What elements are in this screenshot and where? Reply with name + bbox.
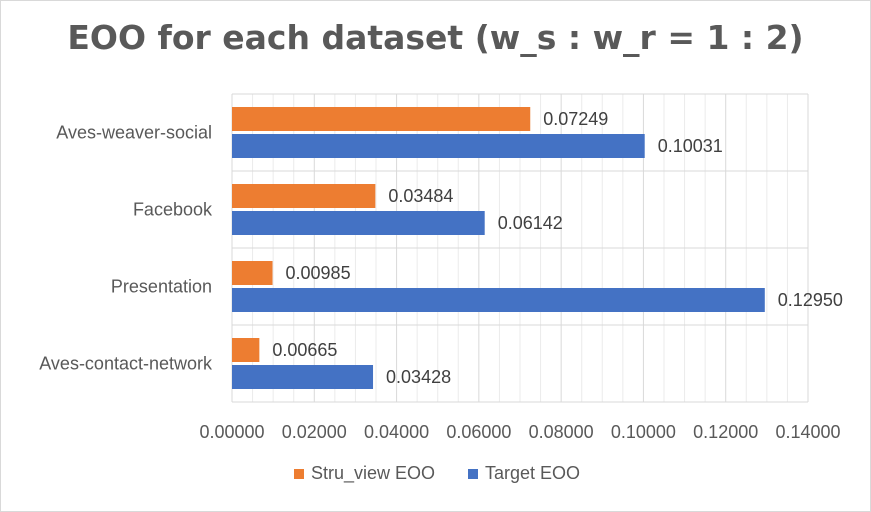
- x-tick-labels: 0.00000 0.02000 0.04000 0.06000 0.08000 0.100…: [199, 422, 840, 442]
- data-label: 0.10031: [658, 136, 723, 156]
- bar-stru-view-2: [232, 261, 273, 285]
- category-label: Aves-weaver-social: [56, 123, 212, 143]
- legend: Stru_view EOO Target EOO: [294, 463, 580, 484]
- bars: [232, 107, 765, 389]
- data-labels: 0.07249 0.10031 0.03484 0.06142 0.00985 0.129…: [272, 109, 843, 387]
- chart-title: EOO for each dataset (w_s : w_r = 1 : 2): [67, 18, 804, 57]
- bar-target-0: [232, 134, 645, 158]
- legend-label: Stru_view EOO: [311, 463, 435, 484]
- bar-stru-view-3: [232, 338, 260, 362]
- x-tick-label: 0.14000: [775, 422, 840, 442]
- bar-target-2: [232, 288, 765, 312]
- category-label: Aves-contact-network: [39, 354, 213, 374]
- x-tick-label: 0.00000: [199, 422, 264, 442]
- data-label: 0.03484: [388, 186, 453, 206]
- bar-stru-view-0: [232, 107, 531, 131]
- legend-label: Target EOO: [485, 463, 580, 483]
- data-label: 0.00985: [286, 263, 351, 283]
- data-label: 0.03428: [386, 367, 451, 387]
- legend-swatch: [294, 469, 304, 479]
- category-label: Presentation: [111, 277, 212, 297]
- data-label: 0.07249: [543, 109, 608, 129]
- legend-swatch: [468, 469, 478, 479]
- x-tick-label: 0.06000: [446, 422, 511, 442]
- x-tick-label: 0.10000: [611, 422, 676, 442]
- x-tick-label: 0.08000: [529, 422, 594, 442]
- bar-target-1: [232, 211, 485, 235]
- x-tick-label: 0.02000: [282, 422, 347, 442]
- x-tick-label: 0.04000: [364, 422, 429, 442]
- category-label: Facebook: [133, 200, 213, 220]
- data-label: 0.06142: [498, 213, 563, 233]
- data-label: 0.12950: [778, 290, 843, 310]
- data-label: 0.00665: [272, 340, 337, 360]
- bar-target-3: [232, 365, 374, 389]
- x-tick-label: 0.12000: [693, 422, 758, 442]
- category-labels: Aves-weaver-social Facebook Presentation Av…: [39, 123, 213, 374]
- bar-stru-view-1: [232, 184, 376, 208]
